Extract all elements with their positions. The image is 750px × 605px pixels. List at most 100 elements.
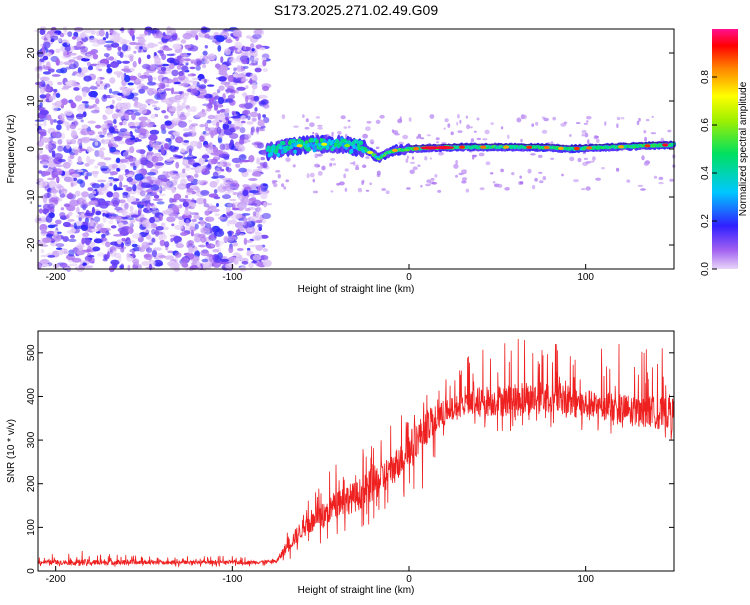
spectrogram-hot-spot bbox=[344, 144, 351, 148]
spectrogram-noise-blob bbox=[438, 151, 444, 156]
spectrogram-noise-blob bbox=[408, 117, 412, 122]
spectrogram-noise-blob bbox=[109, 29, 115, 34]
spectrogram-noise-blob bbox=[51, 150, 56, 158]
spectrogram-noise-blob bbox=[208, 94, 213, 98]
spectrogram-noise-blob bbox=[216, 126, 222, 135]
spectrogram-noise-blob bbox=[434, 174, 438, 178]
spectrogram-noise-blob bbox=[539, 180, 544, 184]
spectrogram-noise-blob bbox=[98, 68, 103, 72]
spectrogram-noise-blob bbox=[332, 163, 337, 166]
spectrogram-noise-blob bbox=[57, 231, 62, 234]
spectrogram-noise-blob bbox=[149, 63, 156, 70]
spectrogram-hot-spot bbox=[644, 144, 651, 148]
spectrogram-noise-blob bbox=[41, 154, 50, 161]
spectrogram-noise-blob bbox=[169, 262, 180, 270]
spectrogram-noise-blob bbox=[76, 220, 83, 226]
spectrogram-noise-blob bbox=[645, 118, 650, 122]
spectrogram-noise-blob bbox=[239, 127, 246, 134]
spectrogram-noise-blob bbox=[110, 137, 115, 144]
spectrogram-noise-blob bbox=[142, 229, 151, 233]
spectrogram-noise-blob bbox=[182, 128, 191, 132]
spectrogram-noise-blob bbox=[91, 228, 99, 232]
spectrogram-noise-blob bbox=[476, 137, 482, 141]
spectrogram-noise-blob bbox=[331, 131, 334, 136]
spectrogram-noise-blob bbox=[200, 227, 211, 235]
spectrogram-noise-blob bbox=[204, 59, 210, 65]
spectrogram-noise-blob bbox=[232, 191, 238, 196]
spectrogram-noise-blob bbox=[340, 115, 346, 120]
spectrogram-noise-blob bbox=[118, 222, 124, 228]
spectrogram-noise-blob bbox=[236, 86, 246, 91]
spectrogram-noise-blob bbox=[260, 191, 268, 200]
spectrogram-noise-blob bbox=[55, 58, 60, 66]
spectrogram-noise-blob bbox=[240, 159, 251, 163]
spectrogram-noise-blob bbox=[80, 136, 91, 144]
spectrogram-noise-blob bbox=[314, 153, 319, 159]
spectrogram-noise-blob bbox=[249, 190, 259, 194]
spectrogram-hot-spot bbox=[586, 146, 593, 150]
spectrogram-noise-blob bbox=[158, 255, 166, 258]
spectrogram-hot-spot bbox=[296, 144, 303, 148]
spectrogram-noise-blob bbox=[362, 164, 367, 168]
spectrogram-noise-blob bbox=[253, 95, 260, 102]
spectrogram-noise-blob bbox=[621, 117, 625, 120]
spectrogram-hot-spot bbox=[413, 147, 420, 151]
spectrogram-noise-blob bbox=[39, 29, 46, 35]
spectrogram-noise-blob bbox=[250, 130, 254, 136]
spectrogram-noise-blob bbox=[229, 186, 237, 191]
spectrogram-noise-blob bbox=[225, 88, 234, 93]
spectrogram-noise-blob bbox=[71, 80, 77, 87]
spectrogram-noise-blob bbox=[90, 159, 96, 162]
spectrogram-noise-blob bbox=[543, 117, 549, 122]
spectrogram-noise-blob bbox=[68, 238, 77, 243]
spectrogram-noise-blob bbox=[50, 35, 59, 41]
spectrogram-noise-blob bbox=[37, 204, 42, 208]
spectrogram-noise-blob bbox=[244, 221, 251, 227]
spectrogram-noise-blob bbox=[344, 168, 349, 172]
spectrogram-noise-blob bbox=[254, 142, 264, 146]
spectrogram-noise-blob bbox=[136, 149, 146, 154]
spectrogram-noise-blob bbox=[47, 52, 52, 57]
spectrogram-noise-blob bbox=[262, 114, 266, 118]
spectrogram-noise-blob bbox=[461, 180, 467, 184]
spectrogram-noise-blob bbox=[246, 121, 254, 125]
spectrogram-noise-blob bbox=[91, 206, 95, 215]
spectrogram-noise-blob bbox=[126, 252, 131, 258]
spectrogram-noise-blob bbox=[231, 111, 235, 115]
spectrogram-noise-blob bbox=[47, 224, 56, 229]
spectrogram-noise-blob bbox=[48, 95, 54, 102]
spectrogram-noise-blob bbox=[201, 168, 210, 176]
spectrogram-noise-blob bbox=[355, 164, 359, 168]
spectrogram-noise-blob bbox=[116, 96, 122, 102]
spectrogram-noise-blob bbox=[220, 56, 224, 64]
spectrogram-noise-blob bbox=[172, 154, 179, 158]
spectrogram-noise-blob bbox=[273, 183, 278, 188]
spectrogram-noise-blob bbox=[139, 157, 148, 165]
spectrogram-noise-blob bbox=[550, 157, 555, 160]
spectrogram-noise-blob bbox=[52, 131, 57, 138]
spectrogram-noise-blob bbox=[643, 130, 647, 134]
spectrogram-noise-blob bbox=[214, 244, 222, 247]
spectrogram-noise-blob bbox=[157, 157, 164, 161]
spectrogram-noise-blob bbox=[147, 171, 156, 176]
spectrogram-noise-blob bbox=[596, 138, 600, 144]
spectrogram-noise-blob bbox=[406, 155, 409, 160]
y-tick-label: -10 bbox=[26, 189, 37, 204]
spectrogram-noise-blob bbox=[241, 58, 249, 65]
spectrogram-noise-blob bbox=[102, 115, 108, 120]
spectrogram-noise-blob bbox=[47, 255, 56, 258]
spectrogram-noise-blob bbox=[54, 168, 63, 176]
spectrogram-noise-blob bbox=[146, 176, 152, 181]
spectrogram-noise-blob bbox=[150, 43, 159, 47]
spectrogram-noise-blob bbox=[535, 121, 539, 126]
spectrogram-noise-blob bbox=[132, 183, 137, 192]
spectrogram-noise-blob bbox=[275, 170, 281, 173]
spectrogram-noise-blob bbox=[205, 164, 212, 170]
spectrogram-noise-blob bbox=[243, 46, 247, 51]
spectrogram-noise-blob bbox=[108, 176, 114, 180]
spectrogram-noise-blob bbox=[53, 88, 58, 93]
spectrogram-noise-blob bbox=[355, 166, 360, 170]
spectrogram-noise-blob bbox=[67, 219, 75, 222]
spectrogram-noise-blob bbox=[490, 122, 494, 125]
